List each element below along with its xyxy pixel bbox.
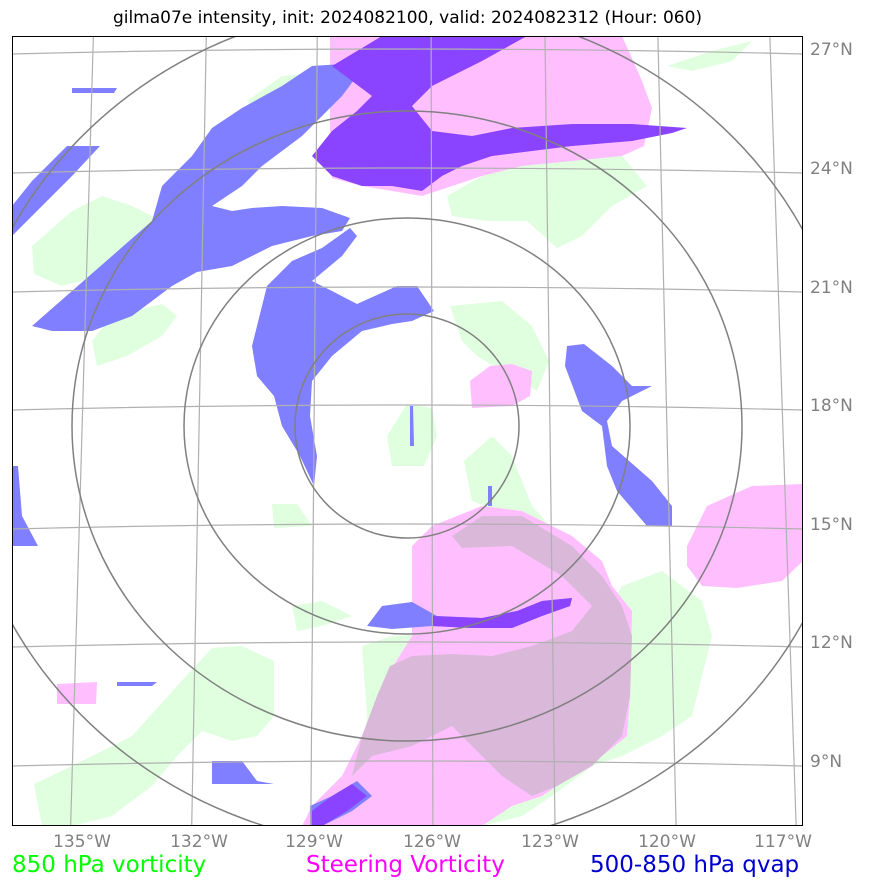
legend-steering-vorticity: Steering Vorticity [306, 852, 505, 878]
parallel-line [12, 641, 803, 648]
overlap-purple-area [432, 598, 572, 628]
meridian-line [430, 36, 434, 826]
parallel-line [12, 167, 803, 174]
meridian-line [657, 36, 677, 826]
lat-tick-label: 24°N [810, 159, 853, 179]
meridian-line [70, 36, 94, 826]
qvap-area [410, 406, 414, 446]
meridian-line [544, 36, 556, 826]
map-panel [12, 36, 803, 826]
overlap-purple-area [312, 36, 687, 191]
lon-tick-label: 126°W [403, 832, 461, 852]
lat-tick-label: 27°N [810, 40, 853, 60]
parallel-line [12, 286, 803, 293]
meridian-line [769, 36, 797, 826]
parallel-line [12, 404, 803, 411]
lat-tick-label: 15°N [810, 515, 853, 535]
legend-qvap: 500-850 hPa qvap [590, 852, 800, 878]
lat-tick-label: 21°N [810, 278, 853, 298]
qvap-area [72, 88, 117, 93]
lat-tick-label: 9°N [810, 752, 843, 772]
vorticity-area [292, 601, 352, 631]
lon-tick-label: 135°W [53, 832, 111, 852]
graticule [12, 36, 803, 826]
qvap-area [117, 682, 157, 686]
range-ring [183, 217, 631, 635]
steering-area [57, 682, 97, 704]
vorticity-area [34, 646, 274, 826]
lon-tick-label: 120°W [638, 832, 696, 852]
legend-vorticity-850: 850 hPa vorticity [12, 852, 207, 878]
lon-tick-label: 117°W [754, 832, 812, 852]
vorticity-area [667, 41, 752, 71]
qvap-area [32, 64, 357, 331]
lat-tick-label: 12°N [810, 633, 853, 653]
steering-area [470, 364, 532, 408]
qvap-area [252, 228, 434, 486]
qvap-steering-overlap-layer [312, 36, 687, 826]
vorticity-area [272, 504, 312, 528]
vorticity-area [464, 436, 550, 526]
overlap-area [352, 516, 632, 796]
lat-tick-label: 18°N [810, 396, 853, 416]
parallel-line [12, 48, 803, 55]
vorticity-area [32, 196, 162, 286]
parallel-line [12, 523, 803, 530]
qvap-area [212, 761, 274, 784]
plot-title: gilma07e intensity, init: 2024082100, va… [112, 8, 703, 28]
lon-tick-label: 129°W [285, 832, 343, 852]
overlap-purple-area [312, 784, 367, 826]
map-canvas [12, 36, 803, 826]
steering-area [687, 484, 803, 588]
range-ring [71, 110, 743, 742]
overlap-layer [352, 516, 632, 796]
lon-tick-label: 123°W [521, 832, 579, 852]
range-ring [294, 313, 520, 539]
qvap-area [12, 466, 38, 546]
range-rings [12, 36, 803, 826]
meridian-line [310, 36, 318, 826]
qvap-area [12, 146, 100, 236]
meridian-line [191, 36, 207, 826]
lon-tick-label: 132°W [170, 832, 228, 852]
qvap-area [565, 344, 672, 526]
parallel-line [12, 760, 803, 767]
